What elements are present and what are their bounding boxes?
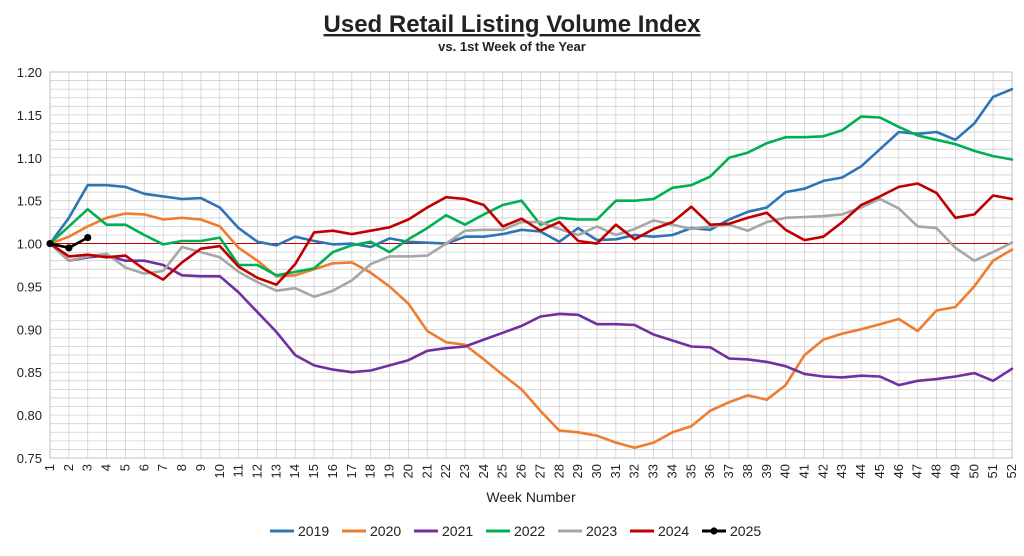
series-line-2021 (48, 242, 1014, 387)
x-tick-label: 52 (1004, 464, 1019, 478)
gridlines (49, 71, 1013, 459)
y-tick-label: 1.10 (17, 151, 42, 166)
x-tick-label: 20 (400, 464, 415, 478)
series-line-2020 (48, 212, 1014, 450)
x-tick-label: 40 (778, 464, 793, 478)
x-tick-label: 8 (174, 464, 189, 471)
x-tick-label: 4 (99, 464, 114, 471)
x-tick-label: 3 (80, 464, 95, 471)
y-tick-label: 1.20 (17, 65, 42, 80)
x-tick-label: 22 (438, 464, 453, 478)
y-tick-label: 0.80 (17, 408, 42, 423)
x-tick-label: 11 (231, 464, 246, 478)
series-line-2024 (48, 182, 1014, 287)
x-tick-label: 6 (136, 464, 151, 471)
x-tick-label: 24 (476, 464, 491, 478)
x-tick-label: 47 (910, 464, 925, 478)
x-tick-label: 43 (834, 464, 849, 478)
x-tick-label: 26 (514, 464, 529, 478)
legend-label-2023: 2023 (586, 523, 617, 539)
x-tick-label: 28 (551, 464, 566, 478)
x-tick-label: 9 (193, 464, 208, 471)
x-tick-label: 48 (929, 464, 944, 478)
x-tick-label: 1 (42, 464, 57, 471)
x-tick-label: 25 (495, 464, 510, 478)
x-axis-label: Week Number (486, 489, 576, 505)
y-tick-label: 0.85 (17, 365, 42, 380)
legend: 2019 2020 2021 2022 2023 2024 2025 (270, 523, 761, 539)
x-axis-ticks: 1 2 3 4 5 6 7 8 9 10 11 12 13 14 15 16 17 18 19 20 21 22 23 24 2… (42, 464, 1019, 478)
legend-label-2021: 2021 (442, 523, 473, 539)
x-tick-label: 33 (646, 464, 661, 478)
y-tick-label: 0.75 (17, 451, 42, 466)
x-tick-label: 37 (721, 464, 736, 478)
x-tick-label: 23 (457, 464, 472, 478)
x-tick-label: 36 (702, 464, 717, 478)
legend-label-2025: 2025 (730, 523, 761, 539)
data-point-2025 (46, 239, 54, 248)
x-tick-label: 17 (344, 464, 359, 478)
y-tick-label: 1.05 (17, 194, 42, 209)
legend-label-2024: 2024 (658, 523, 689, 539)
x-tick-label: 49 (947, 464, 962, 478)
x-tick-label: 15 (306, 464, 321, 478)
x-tick-label: 35 (683, 464, 698, 478)
x-tick-label: 27 (532, 464, 547, 478)
y-tick-label: 0.90 (17, 322, 42, 337)
x-tick-label: 18 (363, 464, 378, 478)
data-point-2025 (65, 244, 73, 252)
legend-label-2020: 2020 (370, 523, 401, 539)
x-tick-label: 21 (419, 464, 434, 478)
x-tick-label: 10 (212, 464, 227, 478)
x-tick-label: 39 (759, 464, 774, 478)
x-tick-label: 2 (61, 464, 76, 471)
y-tick-label: 1.00 (17, 237, 42, 252)
x-tick-label: 14 (287, 464, 302, 478)
series-lines (46, 87, 1014, 450)
x-tick-label: 51 (985, 464, 1000, 478)
y-tick-label: 0.95 (17, 279, 42, 294)
series-line-2022 (48, 115, 1014, 277)
legend-marker-2025 (710, 527, 718, 535)
series-line-2023 (48, 197, 1014, 299)
x-tick-label: 42 (815, 464, 830, 478)
x-tick-label: 50 (966, 464, 981, 478)
x-tick-label: 30 (589, 464, 604, 478)
x-tick-label: 32 (627, 464, 642, 478)
x-tick-label: 46 (891, 464, 906, 478)
y-axis-ticks: 1.20 1.15 1.10 1.05 1.00 0.95 0.90 0.85 0.80 0.75 (17, 65, 42, 466)
x-tick-label: 13 (268, 464, 283, 478)
x-tick-label: 19 (382, 464, 397, 478)
y-tick-label: 1.15 (17, 108, 42, 123)
x-tick-label: 41 (797, 464, 812, 478)
x-tick-label: 29 (570, 464, 585, 478)
x-tick-label: 16 (325, 464, 340, 478)
x-tick-label: 31 (608, 464, 623, 478)
series-line-2019 (48, 87, 1014, 249)
plot-area-border (49, 71, 1013, 459)
x-tick-label: 7 (155, 464, 170, 471)
legend-label-2022: 2022 (514, 523, 545, 539)
x-tick-label: 5 (117, 464, 132, 471)
x-tick-label: 44 (853, 464, 868, 478)
x-tick-label: 12 (249, 464, 264, 478)
x-tick-label: 34 (664, 464, 679, 478)
data-point-2025 (84, 233, 92, 242)
chart-subtitle: vs. 1st Week of the Year (438, 39, 586, 54)
legend-label-2019: 2019 (298, 523, 329, 539)
x-tick-label: 45 (872, 464, 887, 478)
x-tick-label: 38 (740, 464, 755, 478)
chart-title: Used Retail Listing Volume Index (324, 11, 702, 38)
